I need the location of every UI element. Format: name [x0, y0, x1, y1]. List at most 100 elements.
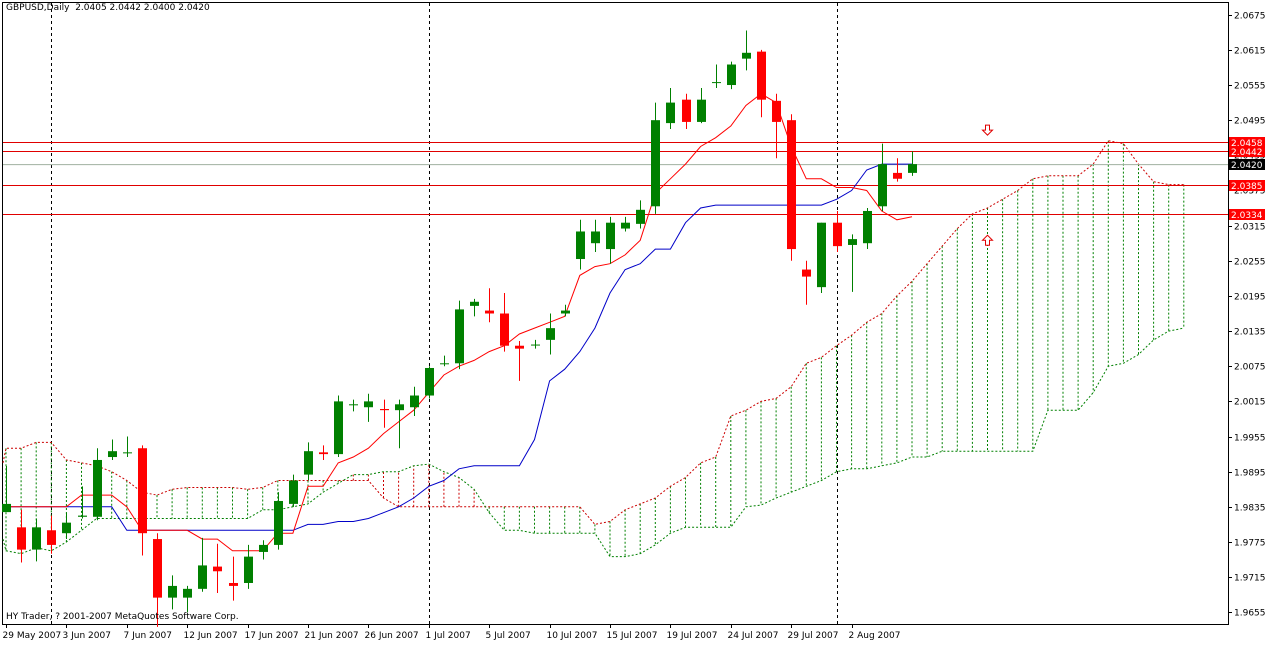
candle-body[interactable] [440, 363, 449, 365]
date-axis: 29 May 2007 3 Jun 2007 7 Jun 2007 12 Jun 20… [3, 624, 901, 641]
candle-body[interactable] [32, 527, 41, 550]
candle-body[interactable] [515, 345, 524, 349]
current-price-label-bg [1229, 159, 1265, 170]
date-tick-label: 1 Jul 2007 [426, 631, 471, 641]
candle-body[interactable] [47, 530, 56, 545]
candle-body[interactable] [742, 52, 751, 59]
candle-body[interactable] [334, 401, 343, 455]
candle-body[interactable] [666, 102, 675, 124]
down-arrow-icon[interactable] [981, 124, 994, 136]
price-tick-label: 2.0075 [1234, 363, 1266, 373]
candle-body[interactable] [621, 222, 630, 229]
price-tick-label: 1.9835 [1234, 504, 1266, 514]
candle-body[interactable] [380, 408, 389, 411]
candle-body[interactable] [78, 515, 87, 517]
candle-body[interactable] [213, 566, 222, 572]
candles[interactable] [2, 30, 917, 627]
candle-body[interactable] [2, 503, 11, 513]
hline-price-label: 2.0442 [1231, 148, 1263, 158]
price-axis: 2.06752.06152.05552.04952.04352.03752.03… [1228, 12, 1266, 619]
candle-body[interactable] [817, 222, 826, 288]
candle-body[interactable] [651, 120, 660, 207]
candle-body[interactable] [108, 451, 117, 458]
candle-body[interactable] [319, 452, 328, 455]
senkou-span-b [2, 327, 1184, 558]
candle-body[interactable] [470, 301, 479, 306]
candle-body[interactable] [123, 452, 132, 454]
candle-body[interactable] [485, 310, 494, 314]
candle-body[interactable] [364, 401, 373, 408]
candle-body[interactable] [833, 222, 842, 247]
price-tick-label: 2.0315 [1234, 223, 1266, 233]
senkou-span-a [2, 140, 1184, 525]
candle-body[interactable] [591, 231, 600, 244]
price-tick-label: 2.0375 [1234, 187, 1266, 197]
candle-body[interactable] [349, 404, 358, 406]
candle-body[interactable] [531, 344, 540, 346]
candle-body[interactable] [229, 582, 238, 586]
candle-body[interactable] [138, 448, 147, 534]
candle-body[interactable] [772, 100, 781, 122]
candle-body[interactable] [908, 164, 917, 173]
candle-body[interactable] [802, 269, 811, 277]
candle-body[interactable] [636, 209, 645, 224]
candle-body[interactable] [787, 120, 796, 250]
candle-body[interactable] [62, 522, 71, 534]
up-arrow-icon[interactable] [981, 234, 994, 246]
candle-body[interactable] [168, 585, 177, 598]
candle-body[interactable] [425, 367, 434, 396]
candle-body[interactable] [244, 556, 253, 583]
candle-body[interactable] [576, 231, 585, 260]
candle-body[interactable] [198, 565, 207, 589]
arrow-markers[interactable] [981, 124, 994, 246]
candle-body[interactable] [878, 164, 887, 207]
candle-body[interactable] [848, 239, 857, 245]
candle-body[interactable] [546, 328, 555, 340]
price-tick-label: 1.9715 [1234, 574, 1266, 584]
candle-body[interactable] [410, 395, 419, 408]
price-tick-label: 1.9655 [1234, 609, 1266, 619]
date-tick-label: 17 Jun 2007 [245, 631, 299, 641]
candle-body[interactable] [304, 451, 313, 475]
price-tick-label: 2.0495 [1234, 117, 1266, 127]
candle-body[interactable] [17, 527, 26, 550]
ichimoku-cloud [2, 140, 1185, 558]
candle-body[interactable] [712, 82, 721, 84]
candle-body[interactable] [93, 459, 102, 517]
candle-body[interactable] [757, 51, 766, 100]
candle-body[interactable] [727, 64, 736, 86]
price-tick-label: 2.0555 [1234, 82, 1266, 92]
price-tick-label: 2.0015 [1234, 398, 1266, 408]
price-tick-label: 1.9775 [1234, 539, 1266, 549]
hline-price-label-bg [1229, 137, 1265, 148]
candle-body[interactable] [606, 222, 615, 250]
candle-body[interactable] [289, 480, 298, 504]
candle-body[interactable] [697, 99, 706, 122]
hline-price-label-bg [1229, 209, 1265, 220]
date-tick-label: 3 Jun 2007 [63, 631, 111, 641]
copyright-text: HY Trader, ? 2001-2007 MetaQuotes Softwa… [6, 612, 239, 622]
candle-body[interactable] [455, 309, 464, 364]
date-tick-label: 12 Jun 2007 [184, 631, 238, 641]
ohlc-label: 2.0405 2.0442 2.0400 2.0420 [75, 3, 210, 13]
price-tick-label: 1.9895 [1234, 469, 1266, 479]
date-tick-label: 7 Jun 2007 [124, 631, 172, 641]
candle-body[interactable] [682, 99, 691, 122]
candle-body[interactable] [183, 588, 192, 598]
candle-body[interactable] [274, 500, 283, 545]
price-tick-label: 2.0195 [1234, 293, 1266, 303]
candle-body[interactable] [259, 544, 268, 552]
candle-body[interactable] [893, 172, 902, 179]
candle-body[interactable] [863, 210, 872, 244]
period-separators [51, 3, 838, 624]
candle-body[interactable] [500, 313, 509, 346]
candle-body[interactable] [153, 539, 162, 598]
horizontal-lines[interactable] [3, 142, 1228, 215]
candle-body[interactable] [395, 404, 404, 411]
price-tick-label: 2.0255 [1234, 258, 1266, 268]
date-tick-label: 2 Aug 2007 [849, 631, 901, 641]
price-tick-label: 2.0615 [1234, 47, 1266, 57]
candle-body[interactable] [561, 310, 570, 314]
